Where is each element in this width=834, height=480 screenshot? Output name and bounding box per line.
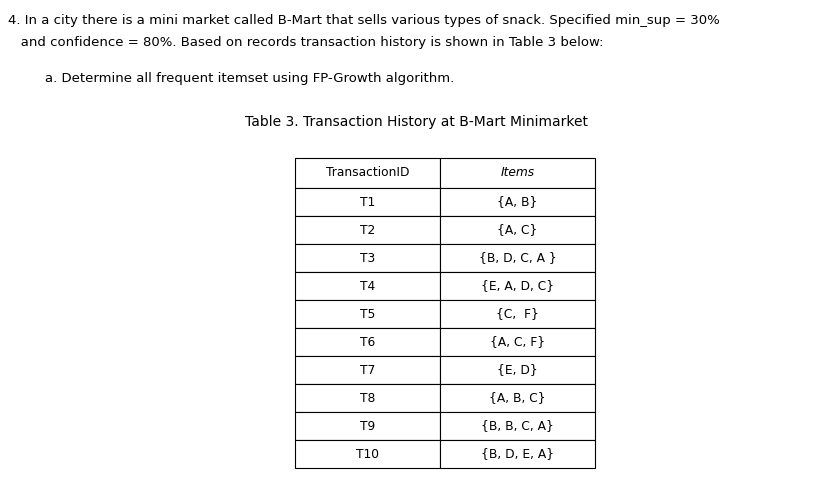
Bar [295, 440, 440, 468]
Text: T5: T5 [359, 308, 375, 321]
Text: T4: T4 [360, 279, 375, 292]
Bar [295, 300, 440, 328]
Text: 4. In a city there is a mini market called B-Mart that sells various types of sn: 4. In a city there is a mini market call… [8, 14, 720, 27]
Text: {A, B, C}: {A, B, C} [490, 392, 545, 405]
Bar [440, 300, 595, 328]
Text: T10: T10 [356, 447, 379, 460]
Text: {B, D, E, A}: {B, D, E, A} [481, 447, 554, 460]
Bar [440, 384, 595, 412]
Text: TransactionID: TransactionID [326, 167, 409, 180]
Bar [440, 272, 595, 300]
Text: T8: T8 [359, 392, 375, 405]
Text: Table 3. Transaction History at B-Mart Minimarket: Table 3. Transaction History at B-Mart M… [245, 115, 589, 129]
Text: a. Determine all frequent itemset using FP-Growth algorithm.: a. Determine all frequent itemset using … [45, 72, 455, 85]
Text: {B, B, C, A}: {B, B, C, A} [481, 420, 554, 432]
Text: {B, D, C, A }: {B, D, C, A } [479, 252, 556, 264]
Bar [295, 384, 440, 412]
Text: {A, B}: {A, B} [497, 195, 538, 208]
Text: {A, C}: {A, C} [497, 224, 538, 237]
Bar [440, 356, 595, 384]
Text: {E, A, D, C}: {E, A, D, C} [481, 279, 554, 292]
Bar [440, 216, 595, 244]
Bar [295, 216, 440, 244]
Bar [295, 158, 440, 188]
Bar [295, 356, 440, 384]
Text: {C,  F}: {C, F} [496, 308, 539, 321]
Text: and confidence = 80%. Based on records transaction history is shown in Table 3 b: and confidence = 80%. Based on records t… [8, 36, 604, 49]
Bar [440, 328, 595, 356]
Bar [440, 188, 595, 216]
Text: Items: Items [500, 167, 535, 180]
Bar [295, 188, 440, 216]
Bar [440, 158, 595, 188]
Text: {E, D}: {E, D} [497, 363, 538, 376]
Text: T7: T7 [360, 363, 375, 376]
Bar [295, 328, 440, 356]
Text: T1: T1 [360, 195, 375, 208]
Text: T2: T2 [360, 224, 375, 237]
Bar [440, 244, 595, 272]
Text: T9: T9 [360, 420, 375, 432]
Bar [295, 412, 440, 440]
Bar [440, 440, 595, 468]
Bar [295, 272, 440, 300]
Bar [295, 244, 440, 272]
Text: T3: T3 [360, 252, 375, 264]
Text: {A, C, F}: {A, C, F} [490, 336, 545, 348]
Text: T6: T6 [360, 336, 375, 348]
Bar [440, 412, 595, 440]
